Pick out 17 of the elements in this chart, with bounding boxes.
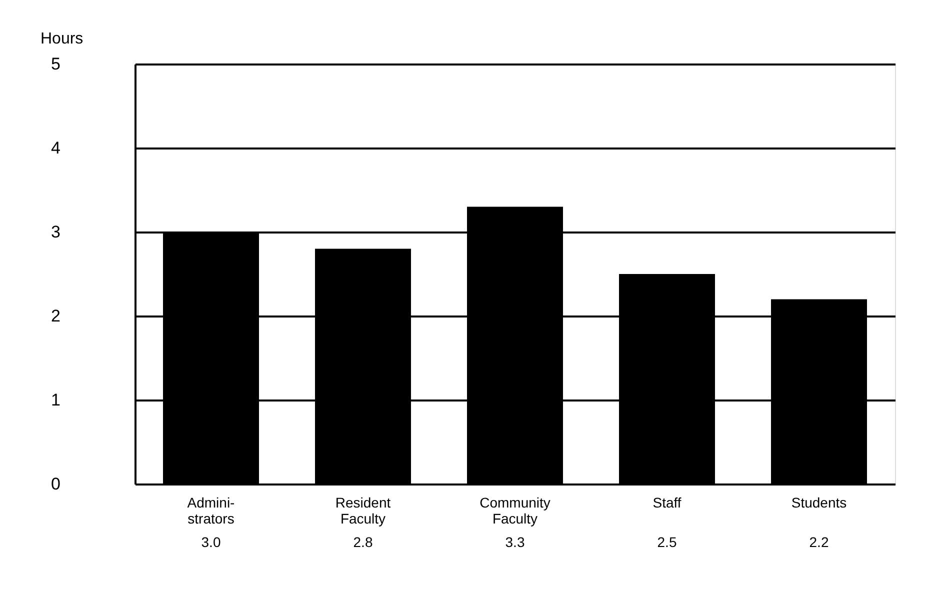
data-label: 2.5 xyxy=(657,534,677,550)
x-tick-label: Students xyxy=(791,494,847,510)
y-tick-label: 1 xyxy=(51,390,60,410)
y-tick-label: 3 xyxy=(51,222,60,242)
data-label: 2.2 xyxy=(809,534,829,550)
x-tick-label: Admini- strators xyxy=(187,494,236,526)
x-tick-label: Staff xyxy=(652,494,682,510)
x-tick-label: Community Faculty xyxy=(480,494,550,526)
data-label: 3.0 xyxy=(201,534,221,550)
y-tick-label: 5 xyxy=(51,54,60,74)
y-tick-label: 4 xyxy=(51,138,60,158)
y-axis-title: Hours xyxy=(40,30,84,48)
data-label: 3.3 xyxy=(505,534,525,550)
data-label: 2.8 xyxy=(353,534,373,550)
y-tick-label: 2 xyxy=(51,306,60,326)
y-tick-label: 0 xyxy=(51,474,60,494)
x-tick-label: Resident Faculty xyxy=(335,494,391,526)
